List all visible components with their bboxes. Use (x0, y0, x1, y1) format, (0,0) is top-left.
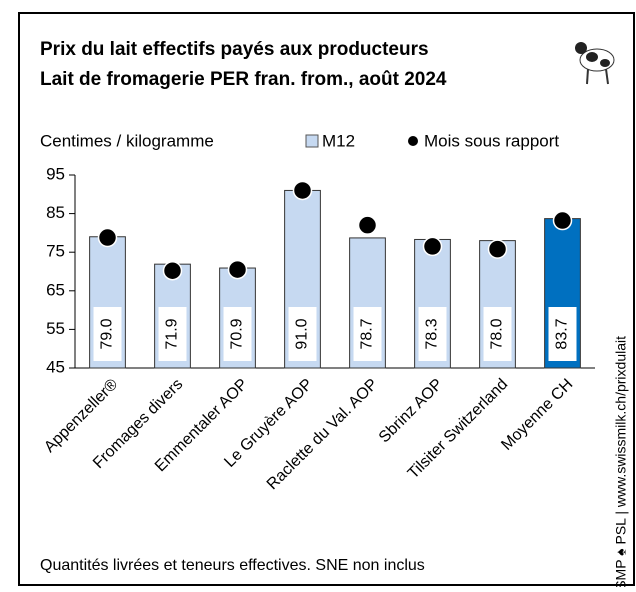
point (552, 210, 573, 231)
note: Quantités livrées et teneurs effectives.… (40, 557, 425, 574)
legend-label: M12 (322, 131, 355, 150)
point (487, 239, 508, 259)
y-tick-label: 95 (46, 164, 65, 183)
value-label: 78.3 (424, 318, 441, 349)
chart-subtitle: Lait de fromagerie PER fran. from., août… (40, 69, 447, 90)
point (97, 227, 118, 248)
value-label-box (418, 307, 447, 361)
point (162, 260, 183, 281)
value-label: 78.0 (489, 318, 506, 349)
value-label: 78.7 (359, 318, 376, 349)
point (227, 259, 248, 280)
y-tick-label: 45 (46, 357, 65, 376)
frame (18, 12, 635, 586)
legend-swatch (408, 136, 418, 146)
chart-title: Prix du lait effectifs payés aux product… (40, 39, 429, 60)
legend-swatch (305, 134, 319, 148)
value-label: 79.0 (99, 318, 116, 349)
value-label-box (353, 307, 382, 361)
y-axis-label: Centimes / kilogramme (40, 131, 214, 150)
legend-label: Mois sous rapport (424, 131, 559, 150)
value-label: 70.9 (229, 318, 246, 349)
y-tick-label: 55 (46, 319, 65, 338)
point (422, 236, 443, 257)
y-tick-label: 75 (46, 242, 65, 261)
value-label: 83.7 (554, 318, 571, 349)
value-label: 71.9 (164, 318, 181, 349)
x-tick-label: Sbrinz AOP (376, 376, 447, 447)
value-label-box (158, 307, 187, 361)
y-tick-label: 65 (46, 280, 65, 299)
value-label-box (93, 307, 122, 361)
y-tick-label: 85 (46, 203, 65, 222)
cow-icon (575, 42, 615, 85)
value-label-box (548, 307, 577, 361)
source: © SMP ♠ PSL | www.swissmilk.ch/prixdulai… (613, 336, 629, 587)
point (357, 215, 378, 235)
value-label: 91.0 (294, 318, 311, 349)
x-tick-label: Raclette du Val. AOP (264, 376, 381, 493)
point (292, 180, 313, 201)
value-label-box (483, 307, 512, 361)
value-label-box (223, 307, 252, 361)
value-label-box (288, 307, 317, 361)
